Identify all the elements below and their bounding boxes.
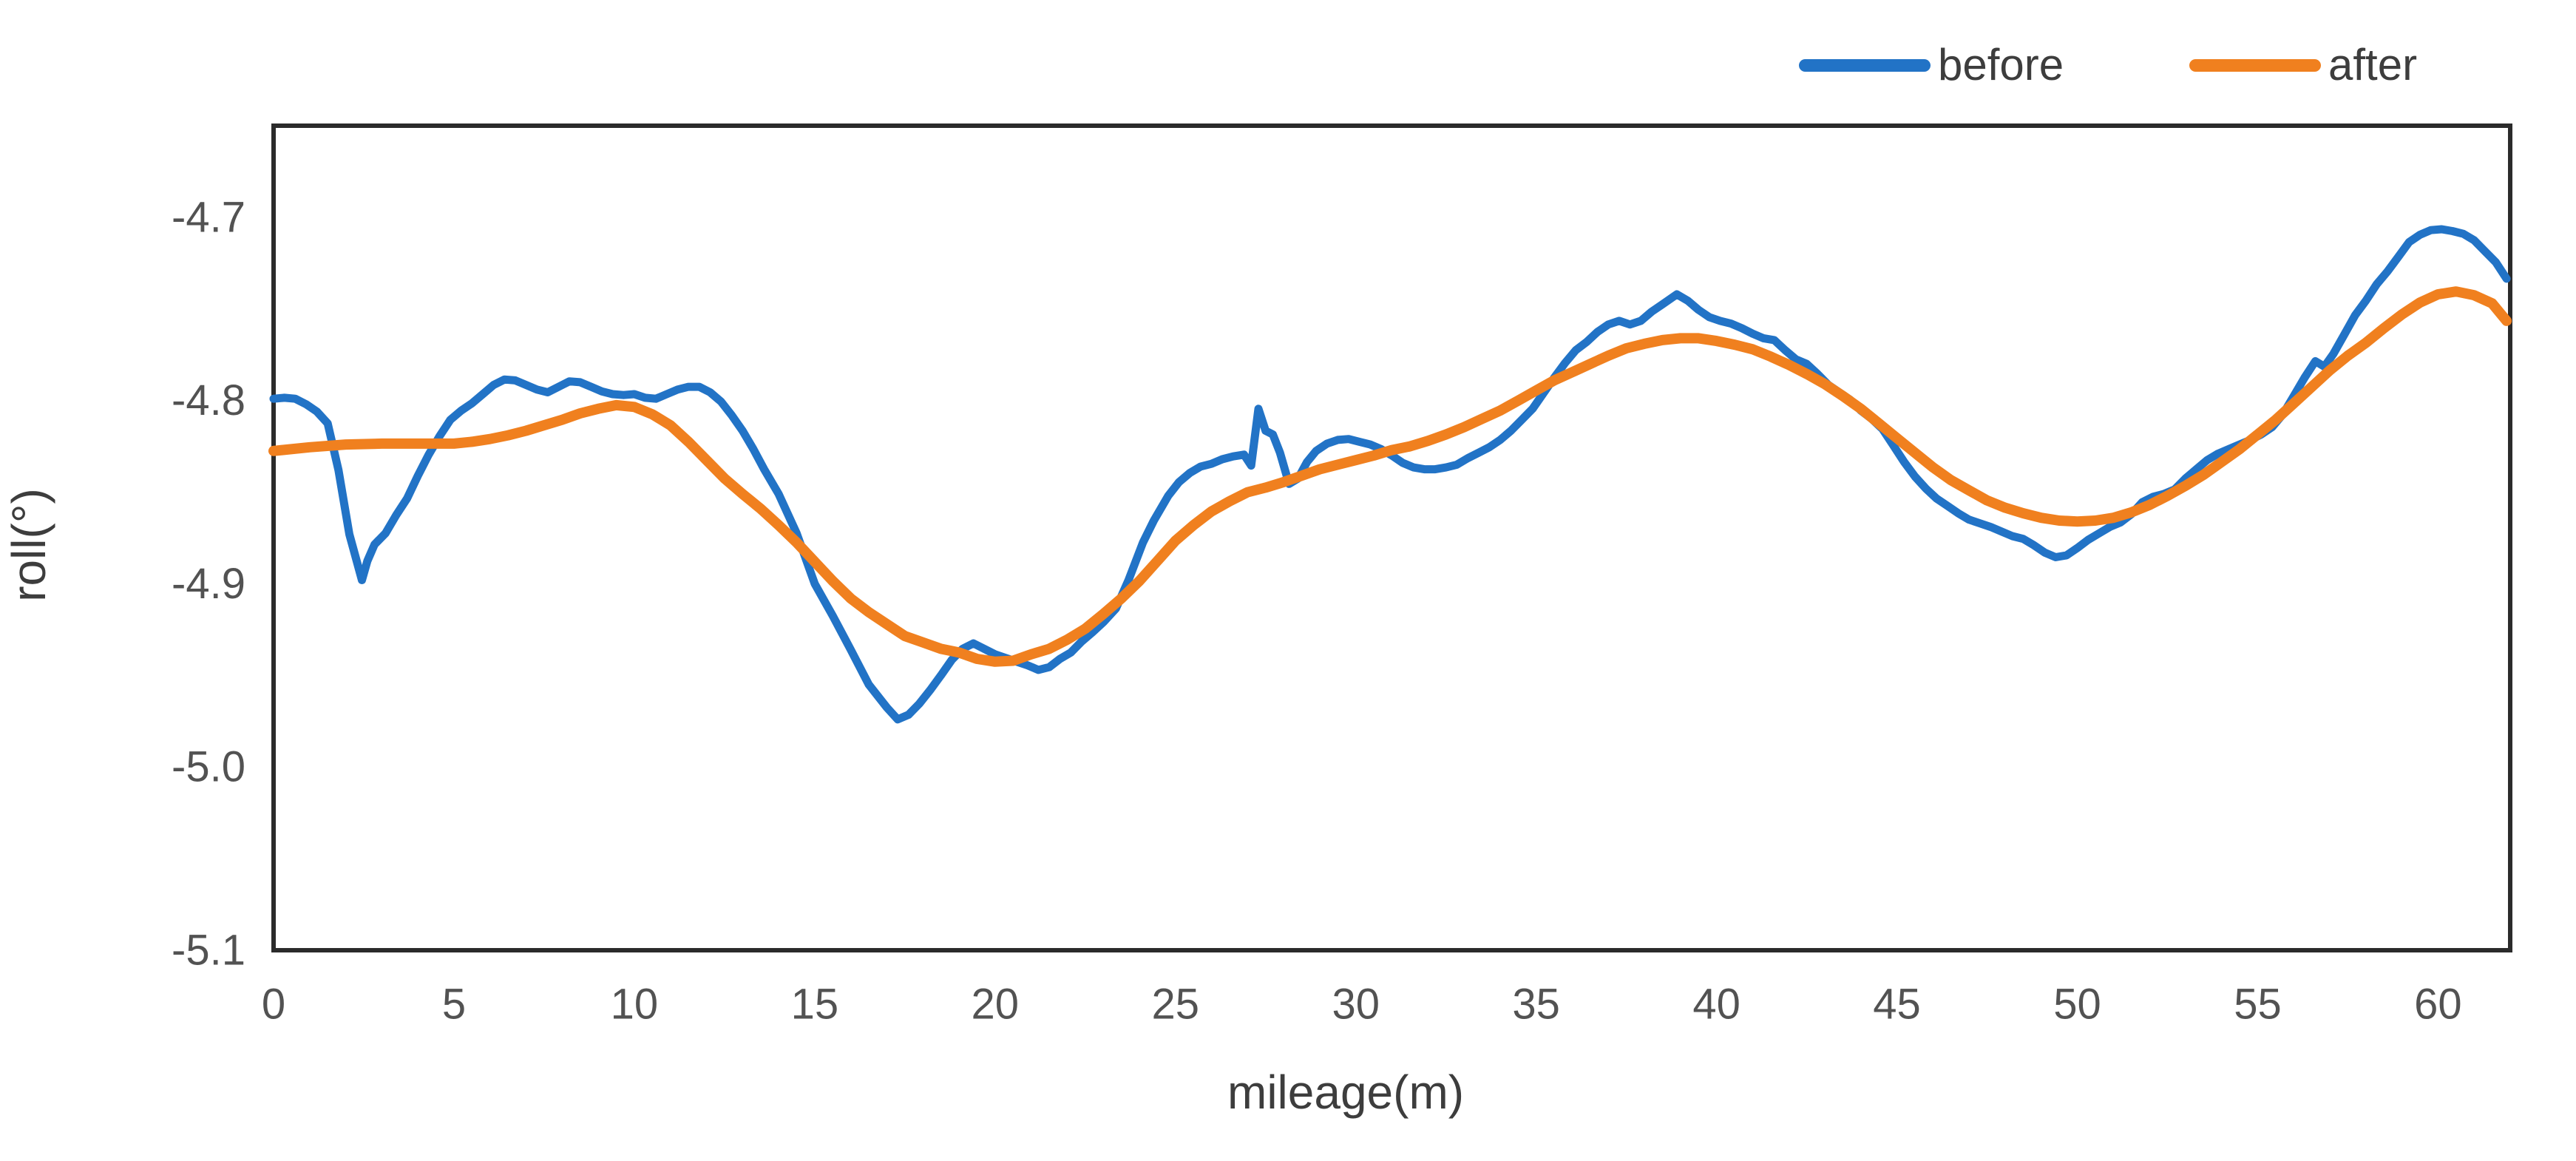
y-tick-label: -4.7 (172, 193, 245, 241)
x-tick-label: 10 (611, 981, 659, 1029)
y-tick-label: -4.8 (172, 376, 245, 424)
legend-item-after: after (2189, 35, 2417, 95)
legend-marker-after-icon (2189, 58, 2321, 72)
x-axis-title: mileage(m) (1227, 1066, 1465, 1119)
x-tick-label: 30 (1332, 981, 1380, 1029)
legend-item-before: before (1799, 35, 2064, 95)
x-tick-label: 15 (791, 981, 839, 1029)
x-tick-label: 55 (2234, 981, 2282, 1029)
legend-marker-before-icon (1799, 58, 1931, 72)
x-tick-label: 0 (262, 981, 285, 1029)
x-tick-label: 60 (2414, 981, 2462, 1029)
series-line-after (268, 286, 2512, 667)
y-tick-label: -5.1 (172, 927, 245, 975)
y-tick-label: -4.9 (172, 560, 245, 608)
plot-frame (271, 123, 2512, 952)
x-tick-label: 45 (1873, 981, 1921, 1029)
x-tick-label: 5 (442, 981, 466, 1029)
legend-label-before: before (1938, 40, 2064, 89)
chart-legend: before after (0, 35, 2576, 95)
y-axis-title: roll(°) (1, 488, 55, 602)
x-tick-label: 50 (2053, 981, 2101, 1029)
x-tick-label: 35 (1512, 981, 1560, 1029)
series-line-before (269, 225, 2511, 724)
y-tick-label: -5.0 (172, 743, 245, 791)
x-tick-label: 25 (1152, 981, 1200, 1029)
x-tick-label: 40 (1692, 981, 1741, 1029)
x-tick-label: 20 (972, 981, 1020, 1029)
legend-label-after: after (2328, 40, 2418, 89)
